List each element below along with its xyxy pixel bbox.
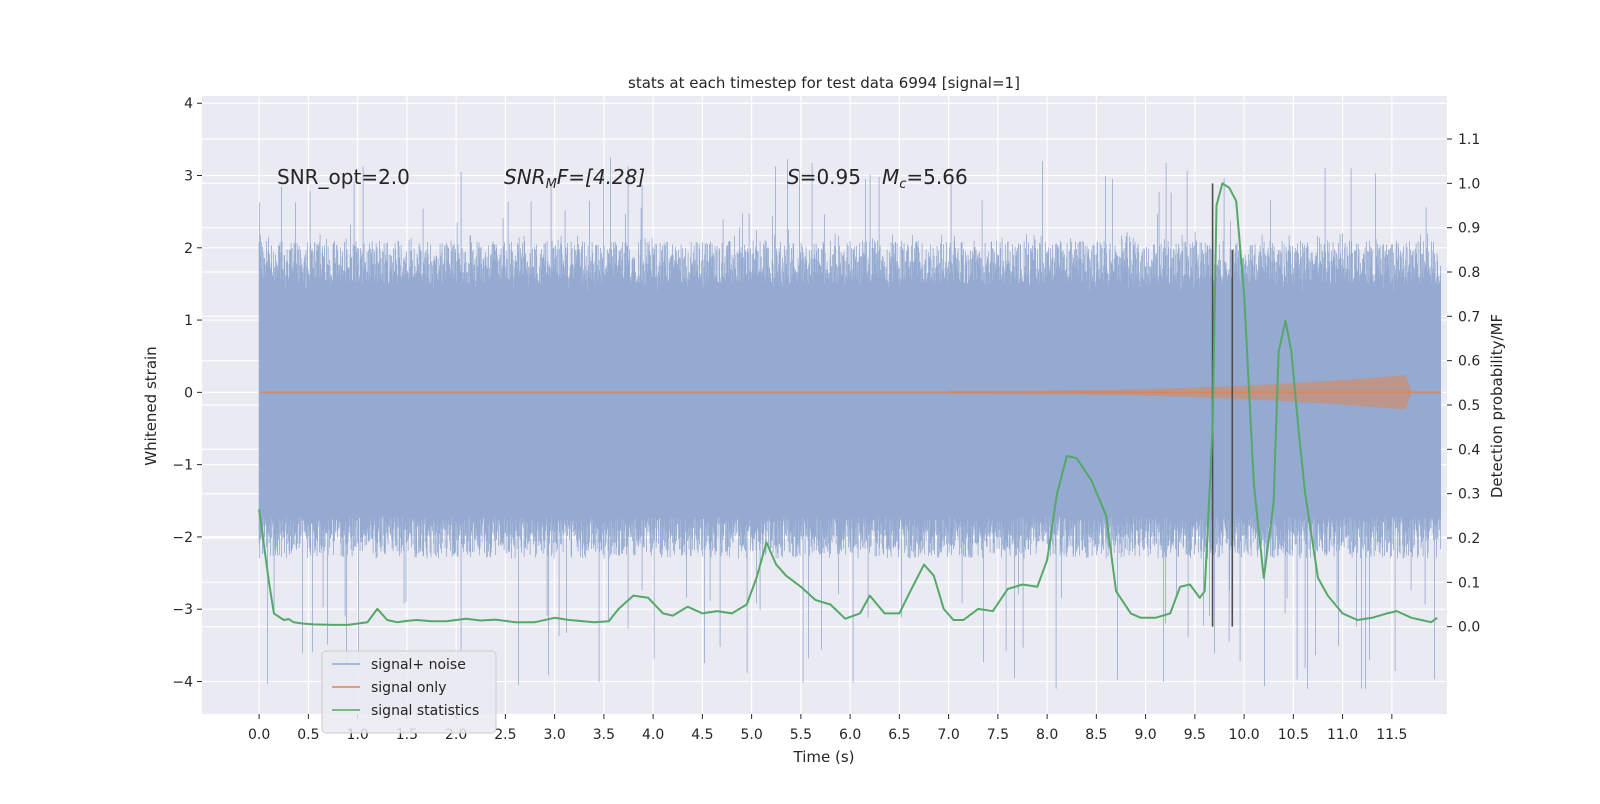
annotation-mc-var: M — [882, 165, 899, 189]
y2-tick-label: 0.1 — [1458, 575, 1480, 591]
y-tick-label: 1 — [184, 313, 193, 329]
y2-tick-label: 0.5 — [1458, 398, 1480, 414]
x-tick-label: 4.0 — [642, 727, 664, 743]
legend-label-signal-statistics: signal statistics — [371, 703, 479, 719]
y-tick-label: −1 — [172, 458, 193, 474]
annotation-snr-mf: SNRMF=[4.28] — [504, 165, 645, 192]
x-tick-label: 0.0 — [248, 727, 270, 743]
y-tick-label: −3 — [172, 602, 193, 618]
x-tick-label: 6.5 — [888, 727, 910, 743]
x-tick-label: 8.0 — [1036, 727, 1058, 743]
signal-statistics-line — [258, 182, 1438, 626]
x-tick-label: 10.0 — [1229, 727, 1260, 743]
y2-tick-label: 0.9 — [1458, 221, 1480, 237]
annotation-snr-mf-base: SNR — [504, 165, 546, 189]
annotation-s-value: =0.95 — [800, 165, 861, 189]
y2-tick-label: 0.0 — [1458, 620, 1480, 636]
x-tick-label: 7.5 — [987, 727, 1009, 743]
legend: signal+ noise signal only signal statist… — [321, 650, 497, 734]
chart-title: stats at each timestep for test data 699… — [628, 74, 1020, 92]
y-tick-label: −4 — [172, 674, 193, 690]
annotation-snr-mf-f: F=[4.28] — [557, 165, 645, 189]
x-tick-label: 2.5 — [494, 727, 516, 743]
signal-statistics-series — [258, 182, 1438, 626]
x-tick-label: 9.0 — [1134, 727, 1156, 743]
x-tick-label: 11.5 — [1376, 727, 1407, 743]
x-tick-label: 9.5 — [1184, 727, 1206, 743]
annotation-s-var: S — [787, 165, 800, 189]
y-tick-label: 3 — [184, 169, 193, 185]
y2-tick-label: 0.7 — [1458, 309, 1480, 325]
legend-label-signal-noise: signal+ noise — [371, 657, 466, 673]
x-tick-label: 3.5 — [593, 727, 615, 743]
x-tick-label: 7.0 — [937, 727, 959, 743]
annotation-snr-opt: SNR_opt=2.0 — [277, 165, 410, 189]
y-tick-label: 4 — [184, 96, 193, 112]
x-tick-label: 8.5 — [1085, 727, 1107, 743]
y2-tick-label: 0.4 — [1458, 442, 1480, 458]
x-tick-label: 3.0 — [543, 727, 565, 743]
tick-labels: 0.0 0.5 1.0 1.5 2.0 2.5 3.0 3.5 4.0 4.5 5.0 5.5 6.0 6… — [172, 96, 1480, 743]
y-tick-label: 0 — [184, 385, 193, 401]
legend-label-signal-only: signal only — [371, 680, 446, 696]
y2-tick-label: 0.8 — [1458, 265, 1480, 281]
x-tick-label: 5.0 — [740, 727, 762, 743]
x-tick-label: 0.5 — [297, 727, 319, 743]
y2-axis-label: Detection probability/MF — [1488, 314, 1506, 498]
y-tick-label: 2 — [184, 241, 193, 257]
annotation-mc-value: =5.66 — [906, 165, 967, 189]
annotation-mc-sub: c — [899, 177, 906, 192]
x-axis-label: Time (s) — [793, 748, 855, 766]
y2-tick-label: 0.2 — [1458, 531, 1480, 547]
y2-tick-label: 0.6 — [1458, 354, 1480, 370]
annotation-mc: Mc=5.66 — [882, 165, 968, 192]
annotation-s: S=0.95 — [787, 165, 861, 189]
annotation-snr-mf-sub: M — [546, 177, 557, 192]
y2-tick-label: 1.0 — [1458, 176, 1480, 192]
y-axis-label: Whitened strain — [142, 346, 160, 465]
x-tick-label: 10.5 — [1278, 727, 1309, 743]
x-tick-label: 11.0 — [1327, 727, 1358, 743]
y2-tick-label: 0.3 — [1458, 487, 1480, 503]
y2-tick-label: 1.1 — [1458, 132, 1480, 148]
x-tick-label: 6.0 — [839, 727, 861, 743]
x-tick-label: 4.5 — [691, 727, 713, 743]
legend-box — [321, 650, 497, 734]
y-tick-label: −2 — [172, 530, 193, 546]
x-tick-label: 5.5 — [790, 727, 812, 743]
